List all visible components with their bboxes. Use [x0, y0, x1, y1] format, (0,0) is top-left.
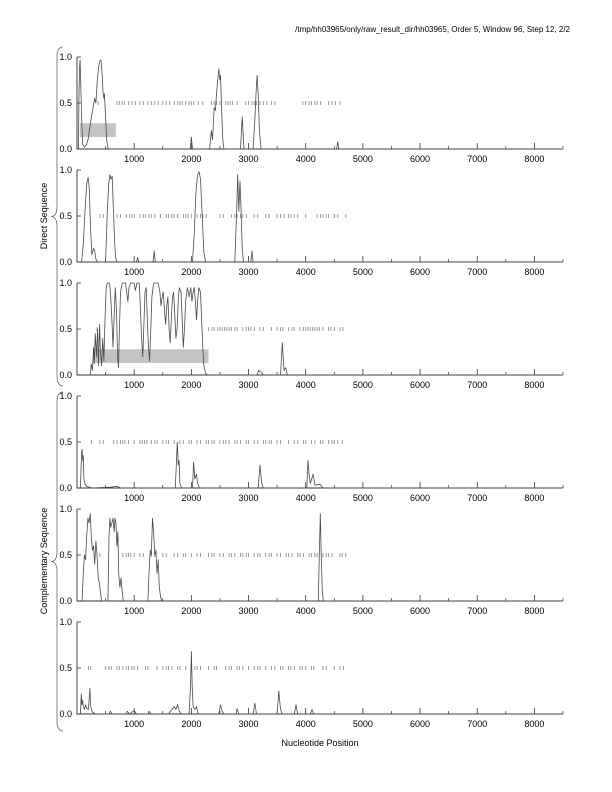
- y-tick-label: 0.0: [59, 483, 72, 493]
- x-tick-label: 4000: [296, 380, 316, 390]
- x-tick-label: 2000: [181, 493, 201, 503]
- probability-curve: [81, 171, 563, 263]
- y-tick-label: 1.0: [59, 165, 72, 175]
- page-title: /tmp/hh03965/only/raw_result_dir/hh03965…: [295, 25, 570, 34]
- y-tick-label: 0.5: [59, 550, 72, 560]
- direct-sequence-brace: [50, 46, 64, 387]
- y-tick-label: 1.0: [59, 504, 72, 514]
- x-tick-label: 5000: [353, 154, 373, 164]
- panel-1: 0.0 0.5 1.0 1000 2000 3000 4000 5000 6000 7000 800…: [59, 52, 564, 164]
- x-tick-label: 8000: [524, 267, 544, 277]
- x-tick-label: 4000: [296, 493, 316, 503]
- x-tick-label: 3000: [239, 267, 259, 277]
- x-tick-label: 7000: [467, 154, 487, 164]
- x-tick-label: 3000: [239, 493, 259, 503]
- x-tick-label: 7000: [467, 719, 487, 729]
- x-tick-label: 2000: [181, 606, 201, 616]
- x-tick-label: 6000: [410, 719, 430, 729]
- x-tick-label: 3000: [239, 606, 259, 616]
- x-tick-label: 2000: [181, 719, 201, 729]
- x-tick-label: 5000: [353, 606, 373, 616]
- x-axis-label: Nucleotide Position: [281, 738, 359, 748]
- x-tick-label: 3000: [239, 380, 259, 390]
- x-tick-label: 1000: [124, 267, 144, 277]
- x-tick-label: 4000: [296, 719, 316, 729]
- x-tick-label: 6000: [410, 380, 430, 390]
- y-tick-label: 0.0: [59, 370, 72, 380]
- x-tick-label: 1000: [124, 493, 144, 503]
- probability-curve: [80, 651, 563, 715]
- highlight-region: [79, 123, 116, 138]
- y-tick-label: 1.0: [59, 617, 72, 627]
- y-tick-label: 1.0: [59, 52, 72, 62]
- x-tick-label: 7000: [467, 606, 487, 616]
- x-tick-label: 7000: [467, 267, 487, 277]
- panel-2: 0.0 0.5 1.0 1000 2000 3000 4000 5000 6000 7000 800…: [59, 165, 564, 277]
- probability-curve: [89, 282, 563, 376]
- x-tick-label: 5000: [353, 267, 373, 277]
- x-tick-label: 8000: [524, 380, 544, 390]
- x-tick-label: 1000: [124, 719, 144, 729]
- x-tick-label: 1000: [124, 154, 144, 164]
- x-tick-label: 7000: [467, 380, 487, 390]
- y-tick-label: 0.5: [59, 98, 72, 108]
- panel-axes: [76, 622, 563, 715]
- y-tick-label: 0.0: [59, 144, 72, 154]
- complementary-sequence-brace: [50, 391, 64, 732]
- x-tick-label: 7000: [467, 493, 487, 503]
- x-tick-label: 8000: [524, 606, 544, 616]
- x-tick-label: 2000: [181, 154, 201, 164]
- panel-5: 0.0 0.5 1.0 1000 2000 3000 4000 5000 6000 7000 800…: [59, 504, 564, 616]
- y-tick-label: 1.0: [59, 278, 72, 288]
- x-tick-label: 4000: [296, 267, 316, 277]
- y-tick-label: 0.5: [59, 663, 72, 673]
- x-tick-label: 1000: [124, 380, 144, 390]
- panel-axes: [76, 170, 563, 263]
- x-tick-label: 4000: [296, 606, 316, 616]
- probability-curve: [81, 513, 563, 602]
- y-tick-label: 0.5: [59, 324, 72, 334]
- y-tick-label: 0.5: [59, 211, 72, 221]
- x-tick-label: 8000: [524, 154, 544, 164]
- panel-4: 0.0 0.5 1.0 1000 2000 3000 4000 5000 6000 7000 800…: [59, 391, 564, 503]
- x-tick-label: 5000: [353, 380, 373, 390]
- x-tick-label: 6000: [410, 154, 430, 164]
- panel-axes: [76, 396, 563, 489]
- x-tick-label: 2000: [181, 380, 201, 390]
- x-tick-label: 8000: [524, 719, 544, 729]
- x-tick-label: 6000: [410, 606, 430, 616]
- panel-axes: [76, 57, 563, 150]
- probability-curve: [78, 59, 563, 150]
- probability-curve: [80, 441, 563, 489]
- panel-3: 0.0 0.5 1.0 1000 2000 3000 4000 5000 6000 7000 800…: [59, 278, 564, 390]
- x-tick-label: 2000: [181, 267, 201, 277]
- y-tick-label: 0.5: [59, 437, 72, 447]
- x-tick-label: 5000: [353, 719, 373, 729]
- y-tick-label: 0.0: [59, 596, 72, 606]
- x-tick-label: 3000: [239, 154, 259, 164]
- x-tick-label: 5000: [353, 493, 373, 503]
- y-tick-label: 0.0: [59, 709, 72, 719]
- panel-6: 0.0 0.5 1.0 1000 2000 3000 4000 5000 6000 7000 800…: [59, 617, 564, 729]
- x-tick-label: 4000: [296, 154, 316, 164]
- x-tick-label: 8000: [524, 493, 544, 503]
- highlight-region: [93, 349, 209, 364]
- x-tick-label: 6000: [410, 493, 430, 503]
- x-tick-label: 3000: [239, 719, 259, 729]
- x-tick-label: 1000: [124, 606, 144, 616]
- x-tick-label: 6000: [410, 267, 430, 277]
- y-tick-label: 0.0: [59, 257, 72, 267]
- y-tick-label: 1.0: [59, 391, 72, 401]
